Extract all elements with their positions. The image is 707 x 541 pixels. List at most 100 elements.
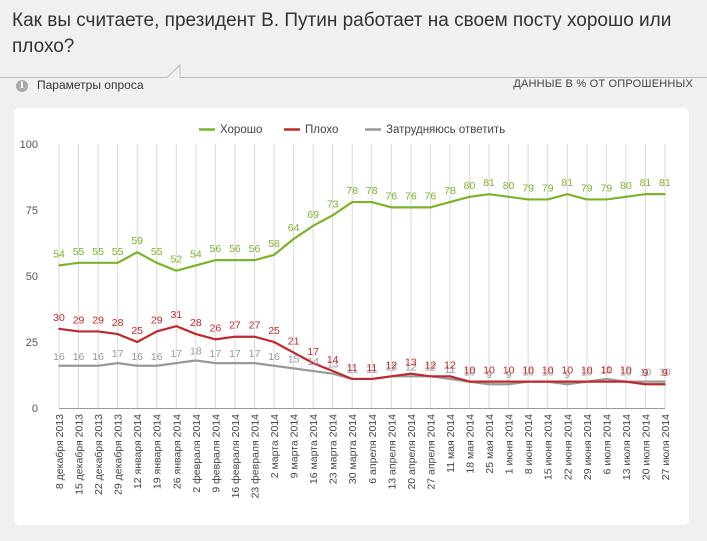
data-label: 13	[405, 357, 417, 369]
data-label: 9	[643, 367, 649, 379]
data-point	[546, 198, 549, 201]
line-chart: 0 25 50 75 100 Хорошо Плохо Затрудняюсь ответи…	[20, 124, 672, 499]
data-point	[312, 370, 314, 372]
data-point	[507, 383, 510, 386]
chart-grid	[58, 144, 666, 408]
data-label: 78	[444, 185, 456, 197]
data-label: 10	[464, 367, 476, 379]
data-point	[449, 201, 451, 203]
data-point	[351, 378, 354, 380]
survey-params-link[interactable]: Параметры опроса	[37, 78, 144, 92]
data-point	[527, 198, 529, 201]
data-point	[390, 206, 393, 209]
data-point	[605, 380, 608, 383]
data-label: 81	[561, 177, 573, 189]
data-label: 12	[444, 359, 456, 371]
data-point	[234, 335, 236, 338]
data-label: 10	[522, 365, 534, 377]
data-label: 58	[268, 238, 280, 250]
data-label: 9	[662, 367, 668, 379]
data-point	[390, 375, 393, 378]
data-label: 81	[640, 177, 652, 189]
data-label: 25	[131, 325, 143, 337]
y-tick-label: 100	[20, 139, 38, 151]
data-point	[429, 375, 432, 378]
data-label: 56	[229, 243, 241, 255]
x-tick-label: 18 мая 2014	[465, 414, 477, 474]
data-label: 28	[190, 317, 202, 329]
x-tick-label: 12 января 2014	[132, 414, 144, 489]
data-label: 11	[347, 364, 358, 376]
data-point	[234, 362, 236, 364]
data-point	[273, 341, 275, 343]
data-point	[116, 262, 119, 264]
data-label: 11	[347, 362, 358, 374]
x-tick-label: 23 марта 2014	[328, 414, 340, 484]
data-point	[292, 351, 295, 354]
data-point	[155, 262, 158, 264]
data-label: 10	[581, 365, 593, 377]
y-tick-label: 0	[32, 403, 38, 415]
legend-label: Затрудняюсь ответить	[386, 124, 505, 136]
data-label: 12	[385, 359, 397, 371]
data-point	[175, 325, 178, 327]
data-label: 10	[601, 365, 613, 377]
legend-label: Плохо	[305, 124, 338, 136]
data-label: 80	[464, 180, 476, 192]
data-label: 11	[366, 364, 377, 376]
x-tick-label: 6 июля 2014	[601, 414, 613, 475]
data-point	[664, 383, 666, 386]
data-label: 64	[288, 222, 300, 234]
x-tick-label: 1 июня 2014	[504, 414, 516, 474]
data-point	[77, 330, 80, 333]
data-point	[273, 254, 275, 256]
data-point	[58, 364, 60, 367]
data-point	[468, 380, 471, 383]
x-tick-label: 9 марта 2014	[289, 414, 301, 478]
y-tick-label: 50	[26, 271, 38, 283]
data-point	[214, 338, 217, 341]
data-point	[175, 362, 178, 364]
data-label: 10	[581, 367, 593, 379]
data-label: 55	[92, 246, 104, 258]
data-label: 79	[522, 182, 534, 194]
data-point	[410, 206, 412, 209]
data-point	[664, 380, 666, 383]
x-tick-label: 11 мая 2014	[445, 414, 457, 473]
data-label: 16	[53, 351, 65, 363]
data-label: 29	[151, 314, 163, 326]
data-point	[155, 330, 158, 333]
data-point	[586, 380, 588, 383]
data-label: 9	[564, 369, 570, 381]
data-point	[136, 364, 138, 367]
x-tick-label: 27 апреля 2014	[425, 414, 437, 490]
data-point	[488, 193, 490, 195]
data-point	[253, 335, 256, 338]
data-label: 27	[229, 320, 241, 332]
data-label: 76	[385, 190, 397, 202]
data-label: 29	[73, 314, 85, 326]
data-label: 55	[151, 246, 163, 258]
data-label: 10	[620, 367, 632, 379]
data-point	[331, 372, 334, 375]
data-label: 12	[425, 361, 437, 373]
x-tick-label: 22 декабря 2013	[93, 414, 105, 495]
units-label: ДАННЫЕ В % ОТ ОПРОШЕННЫХ	[513, 78, 693, 90]
chart-data-labels: 16 16 16 17 16 16 17 18 17 17 17 16 15 14 13 11 11 12 12 12…	[53, 177, 671, 381]
data-point	[136, 251, 138, 254]
data-point	[546, 380, 549, 383]
data-point	[488, 383, 490, 386]
chart-legend: Хорошо Плохо Затрудняюсь ответить	[199, 124, 505, 136]
y-tick-label: 25	[26, 337, 38, 349]
data-label: 10	[640, 367, 652, 379]
chart-x-tick-labels: 8 декабря 2013 15 декабря 2013 22 декабря …	[54, 414, 672, 499]
data-point	[449, 378, 451, 380]
data-label: 79	[601, 182, 613, 194]
x-tick-label: 26 января 2014	[171, 414, 183, 489]
data-label: 73	[327, 198, 339, 210]
info-icon[interactable]: i	[16, 80, 28, 92]
divider-with-notch	[0, 64, 707, 78]
data-label: 78	[346, 185, 358, 197]
data-label: 14	[307, 356, 319, 368]
data-label: 11	[601, 364, 612, 376]
